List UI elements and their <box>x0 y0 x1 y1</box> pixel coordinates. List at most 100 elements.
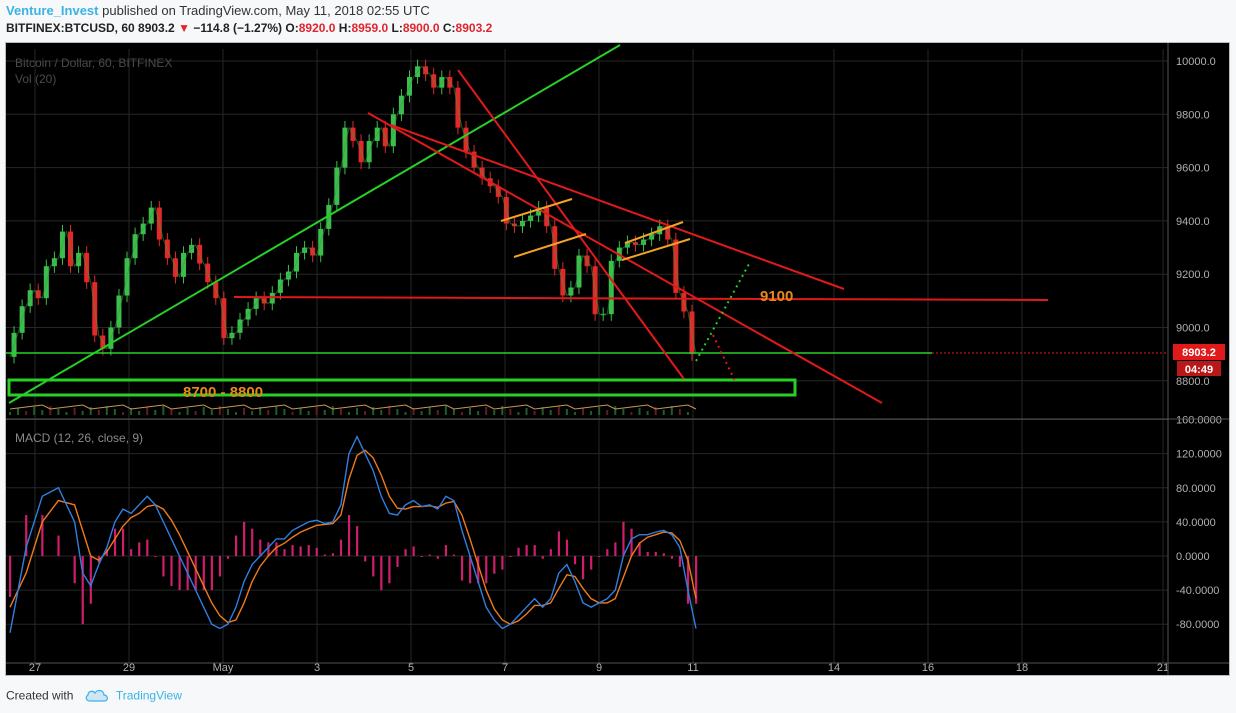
macd-histogram-bar <box>517 547 520 556</box>
volume-bar <box>678 409 681 415</box>
volume-bar <box>291 412 294 415</box>
volume-bar <box>186 408 189 415</box>
x-tick-label: 29 <box>123 662 135 674</box>
volume-bar <box>501 406 504 415</box>
volume-bar <box>404 412 407 415</box>
red-channel-lower <box>367 112 883 404</box>
macd-histogram-bar <box>485 556 488 584</box>
volume-bar <box>364 411 367 415</box>
volume-bar <box>525 408 528 415</box>
volume-bar <box>436 410 439 415</box>
volume-bar <box>420 411 423 415</box>
macd-histogram-bar <box>396 556 399 567</box>
volume-bar <box>606 410 609 415</box>
macd-histogram-bar <box>420 556 423 557</box>
volume-bar <box>469 408 472 415</box>
y-tick-label: 9600.0 <box>1176 163 1210 175</box>
volume-bar <box>89 407 92 415</box>
macd-histogram-bar <box>622 521 625 556</box>
volume-bar <box>654 407 657 415</box>
volume-bar <box>138 411 141 415</box>
volume-bar <box>178 412 181 415</box>
volume-bar <box>121 412 124 415</box>
macd-histogram-bar <box>638 542 641 556</box>
x-tick-label: 16 <box>922 662 934 674</box>
macd-histogram-bar <box>202 556 205 591</box>
macd-tick-label: 120.0000 <box>1176 449 1222 461</box>
volume-bar <box>622 409 625 415</box>
macd-histogram-bar <box>210 556 213 591</box>
macd-histogram-bar <box>9 556 12 597</box>
macd-histogram-bar <box>452 554 456 556</box>
volume-bars <box>9 404 697 415</box>
time-tag: 04:49 <box>1185 364 1213 376</box>
macd-histogram-bar <box>428 554 431 556</box>
macd-histogram-bar <box>565 539 569 556</box>
volume-bar <box>17 408 20 415</box>
volume-bar <box>339 409 342 415</box>
red-channel-upper <box>390 124 845 290</box>
volume-bar <box>113 409 116 415</box>
y-tick-label: 9200.0 <box>1176 269 1210 281</box>
y-tick-label: 9800.0 <box>1176 109 1210 121</box>
macd-histogram-bar <box>243 521 246 556</box>
macd-histogram-bar <box>573 556 577 565</box>
macd-tick-label: 80.0000 <box>1176 483 1216 495</box>
macd-histogram-bar <box>121 528 125 556</box>
volume-bar <box>347 412 350 415</box>
volume-bar <box>41 410 44 415</box>
trend-drawings <box>6 44 1168 404</box>
volume-bar <box>541 407 544 415</box>
volume-bar <box>226 409 229 415</box>
support-zone-box <box>7 378 797 397</box>
macd-tick-label: 0.0000 <box>1176 551 1210 563</box>
macd-histogram-bar <box>57 535 60 556</box>
volume-bar <box>243 408 246 415</box>
volume-bar <box>307 411 310 415</box>
macd-histogram-bar <box>138 542 141 556</box>
macd-histogram-bar <box>291 545 294 556</box>
y-tick-label: 9000.0 <box>1176 323 1210 335</box>
macd-histogram-bar <box>404 549 407 556</box>
chart-svg[interactable]: 27 29 May 3 5 7 9 11 14 16 18 21 10000.0 9800.0 9600.0… <box>6 43 1229 675</box>
chart-area[interactable]: 27 29 May 3 5 7 9 11 14 16 18 21 10000.0 9800.0 9600.0… <box>5 42 1230 676</box>
macd-histogram-bar <box>162 556 165 577</box>
macd-histogram-bar <box>339 539 343 556</box>
x-tick-label: May <box>213 662 234 674</box>
macd-histogram-bar <box>154 556 157 557</box>
volume-bar <box>130 408 133 415</box>
macd-histogram-bar <box>469 556 472 584</box>
volume-bar <box>557 406 560 415</box>
macd-histogram-bar <box>251 528 254 556</box>
volume-bar <box>452 409 455 415</box>
macd-histogram-bar <box>493 556 496 574</box>
volume-bar <box>251 411 254 415</box>
volume-bar <box>444 406 447 415</box>
x-tick-label: 9 <box>596 662 602 674</box>
volume-ma-line <box>9 404 697 410</box>
volume-bar <box>162 406 165 415</box>
macd-tick-label: 40.0000 <box>1176 517 1216 529</box>
macd-histogram-bar <box>380 556 383 591</box>
flag-upper-2 <box>624 221 684 244</box>
volume-bar <box>565 409 568 415</box>
volume-bar <box>259 407 262 415</box>
volume-bar <box>25 411 28 415</box>
volume-bar <box>590 411 593 415</box>
volume-bar <box>267 410 270 415</box>
macd-histogram-bar <box>41 515 44 556</box>
volume-bar <box>356 408 359 415</box>
macd-histogram-bar <box>347 515 351 556</box>
volume-bar <box>549 410 552 415</box>
macd-histogram-bar <box>686 556 690 604</box>
volume-bar <box>49 406 52 415</box>
author-link[interactable]: Venture_Invest <box>6 3 99 18</box>
volume-bar <box>630 412 633 415</box>
macd-histogram-bar <box>436 556 439 559</box>
tradingview-link[interactable]: TradingView <box>115 688 182 703</box>
volume-bar <box>477 411 480 415</box>
x-tick-label: 5 <box>408 662 414 674</box>
macd-histogram-bar <box>170 556 173 587</box>
x-tick-label: 14 <box>828 662 840 674</box>
macd-histogram-bar <box>582 556 585 580</box>
